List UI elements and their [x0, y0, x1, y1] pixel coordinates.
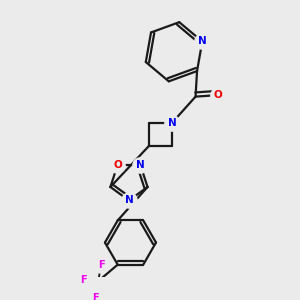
Text: F: F	[80, 275, 86, 285]
Text: N: N	[136, 160, 145, 170]
Text: N: N	[124, 196, 133, 206]
Text: N: N	[198, 37, 207, 46]
Text: O: O	[113, 160, 122, 170]
Text: F: F	[98, 260, 104, 270]
Text: F: F	[92, 293, 98, 300]
Text: N: N	[168, 118, 177, 128]
Text: O: O	[214, 90, 223, 100]
